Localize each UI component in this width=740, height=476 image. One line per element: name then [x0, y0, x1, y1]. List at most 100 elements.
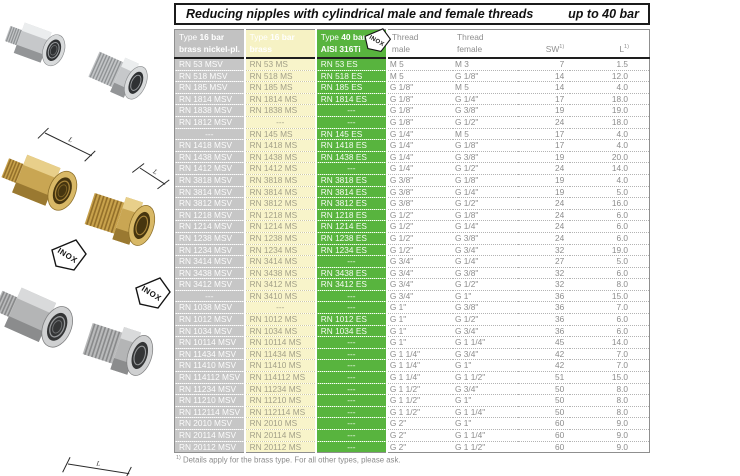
- column-header-sw: SW1): [545, 44, 565, 55]
- cell-l: 6.0: [570, 220, 650, 233]
- cell-type-16bar-nickel: RN 20112 MSV: [174, 441, 246, 454]
- cell-l: 19.0: [570, 104, 650, 117]
- cell-thread-female: G 1/4": [453, 220, 519, 233]
- cell-thread-male: G 1/8": [386, 104, 454, 117]
- cell-type-16bar-brass: RN 11434 MS: [244, 348, 317, 361]
- cell-type-40bar-aisi: ---: [315, 348, 388, 361]
- table-row: RN 1838 MSV RN 1838 MS --- G 1/8" G 3/8" 19 19…: [174, 104, 650, 117]
- cell-type-40bar-aisi: RN 3812 ES: [315, 197, 388, 210]
- cell-type-16bar-nickel: RN 3412 MSV: [174, 278, 246, 291]
- cell-type-16bar-nickel: RN 1438 MSV: [174, 151, 246, 164]
- cell-type-16bar-brass: RN 11210 MS: [244, 394, 317, 407]
- cell-type-16bar-nickel: RN 112114 MSV: [174, 406, 246, 419]
- cell-thread-female: G 1/8": [453, 209, 519, 222]
- cell-type-40bar-aisi: ---: [315, 290, 388, 303]
- photo-steel-bush: [82, 323, 154, 376]
- table-row: RN 1238 MSV RN 1238 MS RN 1238 ES G 1/2" G 3…: [174, 232, 650, 245]
- cell-thread-male: G 1/4": [386, 162, 454, 175]
- cell-thread-female: G 1": [453, 290, 519, 303]
- cell-thread-male: G 1/4": [386, 151, 454, 164]
- gallery-canvas: L L: [0, 22, 171, 476]
- dimension-line-brass-bush: L: [131, 163, 170, 190]
- table-row: --- RN 145 MS RN 145 ES G 1/4" M 5 17 4.0: [174, 128, 650, 141]
- cell-type-16bar-brass: RN 3812 MS: [244, 197, 317, 210]
- footnote-text: Details apply for the brass type. For al…: [182, 455, 401, 465]
- cell-thread-female: G 1/8": [453, 174, 519, 187]
- cell-type-40bar-aisi: RN 1034 ES: [315, 325, 388, 338]
- cell-type-16bar-nickel: RN 1038 MSV: [174, 301, 246, 315]
- table-row: RN 1812 MSV --- --- G 1/8" G 1/2" 24 18.0: [174, 116, 650, 129]
- table-row: RN 20114 MSV RN 20114 MS --- G 2" G 1 1/4" 60…: [174, 429, 650, 442]
- cell-l: 18.0: [570, 93, 650, 106]
- cell-sw: 36: [518, 290, 571, 303]
- cell-type-40bar-aisi: ---: [315, 429, 388, 442]
- cell-type-40bar-aisi: RN 3438 ES: [315, 267, 388, 280]
- cell-l: 5.0: [570, 255, 650, 268]
- cell-type-40bar-aisi: RN 1438 ES: [315, 151, 388, 164]
- cell-sw: 7: [518, 58, 571, 71]
- cell-type-16bar-nickel: RN 1238 MSV: [174, 232, 246, 245]
- cell-l: 5.0: [570, 186, 650, 199]
- cell-l: 6.0: [570, 232, 650, 245]
- table-row: RN 3438 MSV RN 3438 MS RN 3438 ES G 3/4" G 3…: [174, 267, 650, 280]
- cell-thread-female: G 1/2": [453, 313, 519, 326]
- column-header-l: L1): [619, 44, 629, 55]
- cell-thread-female: G 1": [453, 394, 519, 407]
- table-row: RN 3818 MSV RN 3818 MS RN 3818 ES G 3/8" G 1…: [174, 174, 650, 187]
- cell-type-16bar-nickel: RN 3812 MSV: [174, 197, 246, 210]
- inox-badge: INOX: [135, 277, 171, 309]
- cell-sw: 51: [518, 371, 571, 384]
- cell-type-40bar-aisi: RN 3814 ES: [315, 186, 388, 199]
- cell-sw: 60: [518, 429, 571, 442]
- cell-type-40bar-aisi: ---: [315, 255, 388, 268]
- cell-l: 8.0: [570, 406, 650, 419]
- cell-type-40bar-aisi: RN 1418 ES: [315, 139, 388, 152]
- cell-thread-male: G 3/8": [386, 197, 454, 210]
- title-bar: Reducing nipples with cylindrical male a…: [174, 3, 650, 25]
- cell-sw: 36: [518, 301, 571, 315]
- cell-sw: 19: [518, 174, 571, 187]
- cell-type-40bar-aisi: RN 1814 ES: [315, 93, 388, 106]
- cell-l: 8.0: [570, 383, 650, 396]
- cell-type-16bar-brass: RN 20114 MS: [244, 429, 317, 442]
- cell-thread-female: M 3: [453, 58, 519, 71]
- cell-type-16bar-nickel: RN 185 MSV: [174, 81, 246, 94]
- table-row: RN 112114 MSV RN 112114 MS --- G 1 1/2" G 1 …: [174, 406, 650, 419]
- cell-type-16bar-nickel: ---: [174, 290, 246, 303]
- table-header-row: Type 16 bar brass nickel-pl. Type 16 bar…: [174, 28, 650, 58]
- cell-type-16bar-nickel: RN 1812 MSV: [174, 116, 246, 129]
- table-row: RN 3412 MSV RN 3412 MS RN 3412 ES G 3/4" G 1…: [174, 278, 650, 291]
- cell-thread-female: G 3/8": [453, 104, 519, 117]
- cell-sw: 17: [518, 128, 571, 141]
- cell-thread-female: G 3/4": [453, 348, 519, 361]
- cell-type-16bar-nickel: RN 1418 MSV: [174, 139, 246, 152]
- cell-type-16bar-brass: ---: [244, 116, 317, 129]
- cell-type-16bar-brass: RN 3438 MS: [244, 267, 317, 280]
- cell-thread-female: M 5: [453, 128, 519, 141]
- cell-type-16bar-brass: RN 3414 MS: [244, 255, 317, 268]
- cell-type-16bar-brass: RN 1412 MS: [244, 162, 317, 175]
- cell-type-40bar-aisi: ---: [315, 104, 388, 117]
- cell-type-16bar-brass: RN 10114 MS: [244, 336, 317, 349]
- cell-sw: 24: [518, 209, 571, 222]
- cell-type-40bar-aisi: ---: [315, 301, 388, 315]
- cell-type-16bar-nickel: RN 3814 MSV: [174, 186, 246, 199]
- cell-thread-male: G 3/4": [386, 278, 454, 291]
- cell-l: 6.0: [570, 325, 650, 338]
- cell-l: 18.0: [570, 116, 650, 129]
- cell-l: 9.0: [570, 441, 650, 454]
- cell-type-40bar-aisi: ---: [315, 336, 388, 349]
- table-row: RN 1814 MSV RN 1814 MS RN 1814 ES G 1/8" G 1…: [174, 93, 650, 106]
- cell-l: 15.0: [570, 290, 650, 303]
- cell-type-16bar-brass: RN 2010 MS: [244, 417, 317, 430]
- cell-type-16bar-nickel: RN 3438 MSV: [174, 267, 246, 280]
- cell-type-16bar-brass: RN 1438 MS: [244, 151, 317, 164]
- table-row: RN 2010 MSV RN 2010 MS --- G 2" G 1" 60 9.0: [174, 417, 650, 430]
- cell-l: 7.0: [570, 348, 650, 361]
- cell-sw: 27: [518, 255, 571, 268]
- table-row: RN 10114 MSV RN 10114 MS --- G 1" G 1 1/4" 45…: [174, 336, 650, 349]
- table-row: RN 3812 MSV RN 3812 MS RN 3812 ES G 3/8" G 1…: [174, 197, 650, 210]
- cell-thread-male: G 1/8": [386, 116, 454, 129]
- cell-type-40bar-aisi: ---: [315, 406, 388, 419]
